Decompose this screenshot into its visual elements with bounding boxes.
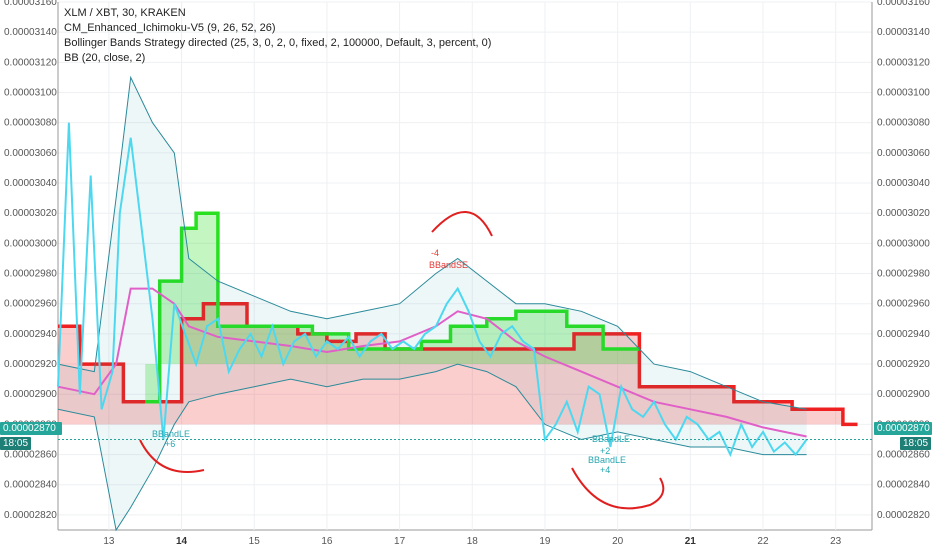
drawn-arc-bottom [571,467,665,510]
indicator-bb-strategy[interactable]: Bollinger Bands Strategy directed (25, 3… [64,37,492,49]
y-tick-right: 0.00002980 [877,269,930,280]
y-tick-left: 0.00003140 [4,27,57,38]
current-price-tag-left: 0.00002870 [0,422,62,435]
x-tick: 18 [467,536,479,547]
y-tick-right: 0.00003100 [877,88,930,99]
y-tick-left: 0.00002840 [4,480,57,491]
y-tick-left: 0.00003000 [4,238,57,249]
y-tick-left: 0.00003040 [4,178,57,189]
annotation-label: BBandLE [588,455,626,465]
x-tick: 23 [830,536,842,547]
x-tick: 21 [685,536,697,547]
y-tick-left: 0.00002980 [4,269,57,280]
y-tick-right: 0.00003060 [877,148,930,159]
bb-fill [58,77,807,531]
x-tick: 19 [539,536,551,547]
countdown-right: 18:05 [903,438,929,449]
countdown-tag-left: 18:05 [0,437,32,450]
annotation-label: BBandSE [429,260,468,270]
y-tick-left: 0.00002920 [4,359,57,370]
y-tick-left: 0.00002820 [4,510,57,521]
y-tick-left: 0.00003100 [4,88,57,99]
y-tick-left: 0.00003060 [4,148,57,159]
y-tick-left: 0.00003020 [4,208,57,219]
annotation-label: +2 [600,446,610,456]
drawn-arc-top [431,211,493,237]
bb-upper-line [57,75,807,410]
y-tick-left: 0.00002900 [4,389,57,400]
series-lines [57,122,872,458]
y-tick-right: 0.00003120 [877,57,930,68]
symbol-title[interactable]: XLM / XBT, 30, KRAKEN [64,7,186,19]
y-tick-right: 0.00003020 [877,208,930,219]
annotation-label: BBandLE [152,429,190,439]
y-tick-right: 0.00003080 [877,118,930,129]
x-tick: 14 [176,536,188,547]
annotation-label: -4 [431,248,439,258]
x-tick: 15 [249,536,261,547]
annotation-label: +4 [600,465,610,475]
current-price-tag-right: 0.00002870 [874,422,932,435]
current-price-left: 0.00002870 [3,423,56,434]
y-tick-right: 0.00003040 [877,178,930,189]
countdown-left: 18:05 [3,438,29,449]
x-tick: 22 [757,536,769,547]
y-tick-left: 0.00002960 [4,299,57,310]
legend: XLM / XBT, 30, KRAKEN CM_Enhanced_Ichimo… [64,6,491,66]
x-tick: 20 [612,536,624,547]
y-axis-right[interactable]: 0.000028200.000028400.000028600.00002880… [877,0,930,521]
y-tick-left: 0.00003080 [4,118,57,129]
y-tick-right: 0.00003000 [877,238,930,249]
y-tick-right: 0.00002840 [877,480,930,491]
y-tick-right: 0.00002940 [877,329,930,340]
y-tick-right: 0.00003160 [877,0,930,8]
current-price-right: 0.00002870 [877,423,930,434]
x-tick: 13 [103,536,115,547]
y-tick-right: 0.00003140 [877,27,930,38]
y-tick-left: 0.00002940 [4,329,57,340]
ichimoku-green-fill [145,213,640,402]
y-tick-left: 0.00003120 [4,57,57,68]
drawn-arc-left [139,439,205,473]
y-tick-left: 0.00002860 [4,450,57,461]
y-tick-right: 0.00002820 [877,510,930,521]
y-tick-right: 0.00002960 [877,299,930,310]
indicator-bb[interactable]: BB (20, close, 2) [64,52,146,64]
x-axis[interactable]: 13 14 15 16 17 18 19 20 21 22 23 [103,536,841,547]
x-tick: 17 [394,536,406,547]
y-tick-right: 0.00002920 [877,359,930,370]
x-tick: 16 [321,536,333,547]
annotation-label: BBandLE [592,434,630,444]
y-tick-left: 0.00003160 [4,0,57,8]
grid [57,1,873,531]
countdown-tag-right: 18:05 [900,437,932,450]
indicator-ichimoku[interactable]: CM_Enhanced_Ichimoku-V5 (9, 26, 52, 26) [64,22,276,34]
annotation-label: +6 [165,439,175,449]
y-tick-right: 0.00002860 [877,450,930,461]
close-line [57,122,808,458]
y-tick-right: 0.00002900 [877,389,930,400]
